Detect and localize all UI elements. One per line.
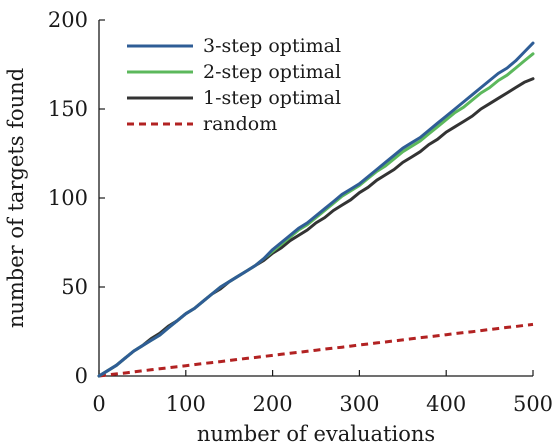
x-axis-title: number of evaluations — [197, 422, 435, 446]
y-tick-label: 50 — [61, 275, 88, 299]
legend-label: 3-step optimal — [203, 35, 341, 57]
y-ticks: 0 50 100 150 200 — [48, 8, 105, 388]
y-tick-label: 0 — [75, 364, 88, 388]
legend-item: 1-step optimal — [127, 87, 341, 109]
legend: 3-step optimal 2-step optimal 1-step optim… — [127, 35, 341, 135]
x-tick-label: 0 — [92, 392, 105, 416]
y-tick-label: 150 — [48, 97, 88, 121]
x-tick-label: 300 — [339, 392, 379, 416]
y-tick-label: 200 — [48, 8, 88, 32]
legend-label: 2-step optimal — [203, 61, 341, 83]
x-tick-label: 200 — [253, 392, 293, 416]
y-axis-title: number of targets found — [4, 68, 28, 328]
legend-label: random — [203, 113, 277, 135]
y-tick-label: 100 — [48, 186, 88, 210]
x-tick-label: 400 — [426, 392, 466, 416]
legend-item: 2-step optimal — [127, 61, 341, 83]
x-tick-label: 100 — [166, 392, 206, 416]
legend-label: 1-step optimal — [203, 87, 341, 109]
legend-item: 3-step optimal — [127, 35, 341, 57]
series-line-random — [98, 322, 534, 378]
series-line-3-step-optimal — [97, 41, 535, 378]
x-tick-label: 500 — [513, 392, 553, 416]
x-ticks: 0 100 200 300 400 500 — [92, 370, 553, 416]
series-group — [97, 41, 535, 378]
legend-item: random — [127, 113, 277, 135]
